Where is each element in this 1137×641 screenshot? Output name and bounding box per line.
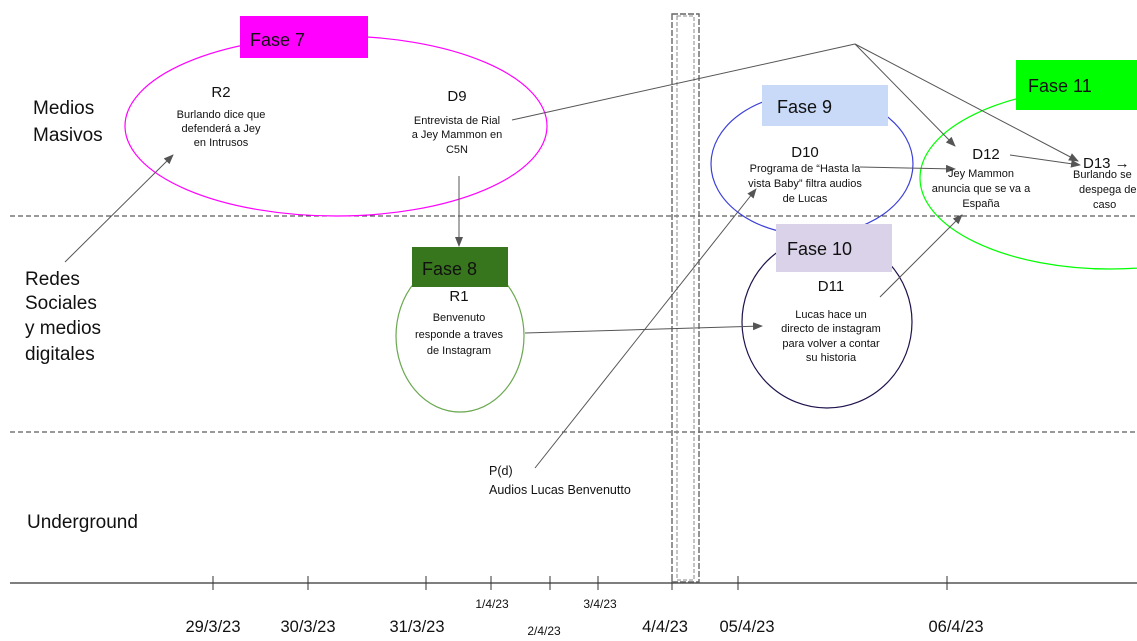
event-d13-line-3: caso [1093, 199, 1116, 211]
date-label: 30/3/23 [280, 618, 335, 636]
event-d9: D9 Entrevista de Rial a Jey Mammon en C5… [412, 88, 502, 156]
event-r2-code: R2 [211, 84, 230, 101]
event-d11-line-1: Lucas hace un [795, 309, 867, 321]
arrow-d10-to-d12 [859, 164, 956, 173]
event-r2-line-1: Burlando dice que [177, 109, 266, 121]
fase-9-box [762, 85, 888, 126]
event-r2-line-3: en Intrusos [194, 137, 249, 149]
event-d10: D10 Programa de “Hasta la vista Baby” fi… [748, 144, 862, 205]
arrow-hub-to-d12 [854, 43, 956, 147]
event-d9-line-2: a Jey Mammon en [412, 129, 502, 141]
event-d10-line-2: vista Baby” filtra audios [748, 178, 862, 190]
date-label: 06/4/23 [928, 618, 983, 636]
date-labels: 29/3/23 30/3/23 31/3/23 1/4/23 2/4/23 3/… [185, 597, 983, 638]
arrow-d11-to-d12 [879, 214, 963, 298]
event-pd-code: P(d) [489, 464, 513, 478]
event-r2-line-2: defenderá a Jey [182, 123, 261, 135]
date-label: 3/4/23 [583, 597, 617, 611]
event-d13-line-2: despega de [1079, 184, 1137, 196]
date-separator-inner [676, 15, 695, 581]
event-r1-line-3: de Instagram [427, 345, 491, 357]
lane-label-redes-3: y medios [25, 318, 101, 339]
arrow-pd-to-d10 [534, 188, 757, 469]
event-d11-line-3: para volver a contar [782, 338, 880, 350]
arrow-r1-to-d11 [524, 322, 763, 334]
arrow-to-r2 [64, 154, 174, 263]
event-d11: D11 Lucas hace un directo de instagram p… [781, 278, 881, 364]
event-r2: R2 Burlando dice que defenderá a Jey en … [177, 84, 266, 149]
event-d12-line-3: España [962, 198, 1000, 210]
arrow-d12-to-d13 [1009, 154, 1081, 168]
event-d13-line-1: Burlando se [1073, 169, 1132, 181]
fase-8-box [412, 247, 508, 287]
event-d12: D12 Jey Mammon anuncia que se va a Españ… [932, 146, 1031, 210]
lane-label-redes-2: Sociales [25, 293, 97, 314]
event-pd-line-1: Audios Lucas Benvenutto [489, 483, 631, 497]
event-r1-code: R1 [449, 288, 468, 305]
date-label: 29/3/23 [185, 618, 240, 636]
event-d13-code: D13 → [1083, 155, 1130, 172]
lane-label-redes-1: Redes [25, 269, 80, 290]
date-label: 05/4/23 [719, 618, 774, 636]
fase-10-label: Fase 10 [787, 239, 852, 259]
arrows [64, 43, 1081, 469]
event-d11-code: D11 [818, 278, 844, 295]
fase-8-label: Fase 8 [422, 259, 477, 279]
fase-11-label: Fase 11 [1028, 76, 1092, 96]
date-label: 4/4/23 [642, 618, 688, 636]
event-r1: R1 Benvenuto responde a traves de Instag… [415, 288, 504, 357]
arrow-hub-to-d13 [854, 43, 1079, 162]
date-label: 2/4/23 [527, 624, 561, 638]
event-d12-code: D12 [972, 146, 1000, 163]
event-d11-line-2: directo de instagram [781, 323, 881, 335]
lane-label-underground: Underground [27, 512, 138, 533]
event-d12-line-1: Jey Mammon [948, 168, 1014, 180]
event-d11-line-4: su historia [806, 352, 857, 364]
lane-label-medios-1: Medios [33, 98, 94, 119]
fase-7-box [240, 16, 368, 58]
fase-9-label: Fase 9 [777, 97, 832, 117]
event-d10-line-3: de Lucas [783, 193, 828, 205]
event-r1-line-2: responde a traves [415, 329, 504, 341]
fase-10-box [776, 224, 892, 272]
lane-label-redes-4: digitales [25, 344, 95, 365]
lane-label-medios-2: Masivos [33, 125, 103, 146]
event-d9-code: D9 [447, 88, 466, 105]
event-pd: P(d) Audios Lucas Benvenutto [489, 464, 631, 497]
timeline-ticks [212, 576, 948, 590]
fase-11-box [1016, 60, 1137, 110]
event-d9-line-3: C5N [446, 144, 468, 156]
date-separator-box [671, 13, 700, 583]
event-d10-code: D10 [791, 144, 819, 161]
event-d9-line-1: Entrevista de Rial [414, 115, 500, 127]
event-d12-line-2: anuncia que se va a [932, 183, 1031, 195]
date-label: 31/3/23 [389, 618, 444, 636]
line-d9-to-hub [511, 43, 856, 121]
event-d13: D13 → Burlando se despega de caso [1073, 155, 1137, 211]
event-r1-line-1: Benvenuto [433, 312, 486, 324]
fase-7-label: Fase 7 [250, 30, 305, 50]
date-label: 1/4/23 [475, 597, 509, 611]
event-d10-line-1: Programa de “Hasta la [750, 163, 862, 175]
